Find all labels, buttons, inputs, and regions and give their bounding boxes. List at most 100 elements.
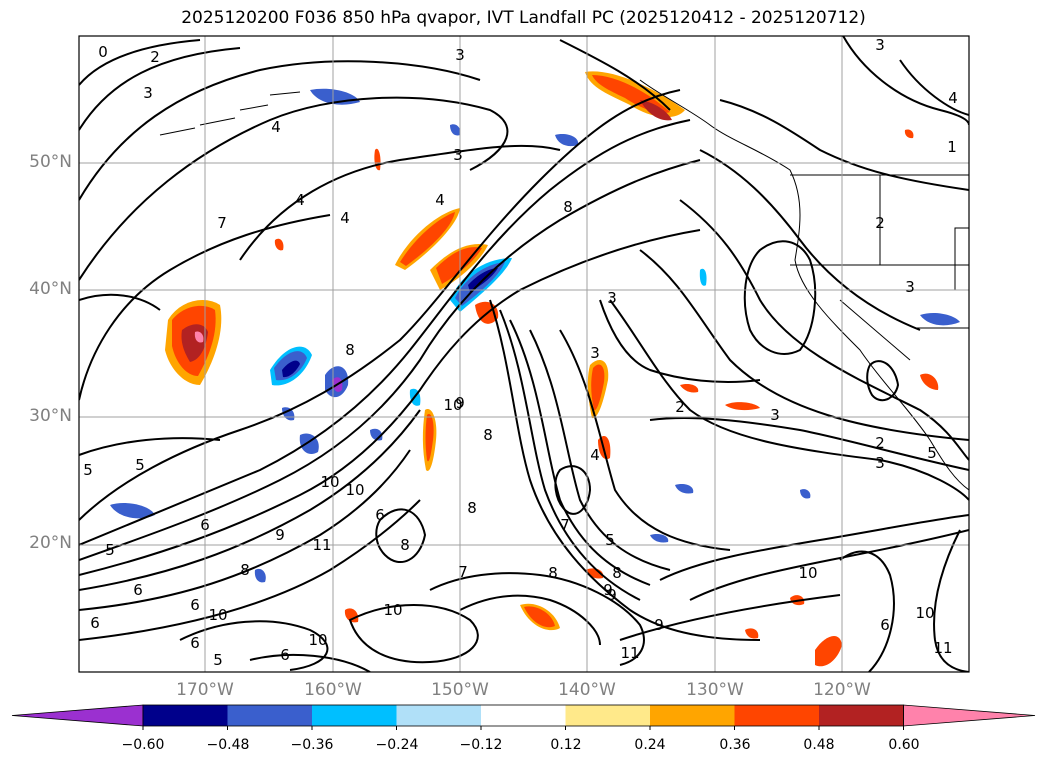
colorbar-extend-high (903, 704, 1036, 727)
contour-label: 7 (217, 214, 227, 232)
contour-label: 3 (143, 84, 153, 102)
contour-label: 4 (590, 446, 600, 464)
contour-label: 6 (190, 596, 200, 614)
colorbar-segment (312, 705, 397, 726)
colorbar-tick-label: −0.12 (459, 737, 503, 753)
contour-label: 9 (603, 581, 613, 599)
colorbar-tick-label: 0.24 (634, 737, 666, 753)
colorbar-tick-label: −0.36 (290, 737, 334, 753)
contour-lines (79, 36, 969, 672)
colorbar-segment (143, 705, 228, 726)
contour-label: 8 (548, 564, 558, 582)
contour-label: 6 (375, 506, 385, 524)
contour-label: 0 (98, 43, 108, 61)
contour-label: 7 (560, 516, 570, 534)
contour-label: 2 (875, 434, 885, 452)
contour-label: 5 (105, 541, 115, 559)
contour-label: 10 (208, 606, 227, 624)
contour-label: 8 (240, 561, 250, 579)
contour-label: 5 (135, 456, 145, 474)
contour-label: 6 (133, 581, 143, 599)
contour-label: 11 (620, 644, 639, 662)
contour-label: 3 (875, 454, 885, 472)
contour-label: 3 (770, 406, 780, 424)
contour-label: 10 (915, 604, 934, 622)
contour-label: 10 (383, 601, 402, 619)
contour-label: 4 (295, 191, 305, 209)
colorbar-tick-label: 0.60 (888, 737, 920, 753)
lon-label-130w: 130°W (686, 680, 744, 700)
lat-label-30n: 30°N (29, 406, 72, 426)
contour-label: 5 (83, 461, 93, 479)
colorbar-tick-label: −0.24 (375, 737, 419, 753)
lon-label-170w: 170°W (176, 680, 234, 700)
contour-label: 3 (875, 36, 885, 54)
colorbar-segment (819, 705, 904, 726)
contour-label: 4 (948, 89, 958, 107)
contour-label: 9 (455, 394, 465, 412)
contour-label: 10 (308, 631, 327, 649)
lat-label-40n: 40°N (29, 279, 72, 299)
plot-frame (78, 35, 970, 673)
colorbar (11, 704, 1036, 730)
contour-label: 10 (320, 473, 339, 491)
map-title: 2025120200 F036 850 hPa qvapor, IVT Land… (181, 8, 866, 28)
contour-label: 6 (90, 614, 100, 632)
contour-label: 11 (312, 536, 331, 554)
contour-label: 3 (453, 146, 463, 164)
colorbar-extend-low (11, 704, 144, 727)
contour-label: 6 (190, 634, 200, 652)
contour-label: 4 (340, 209, 350, 227)
lat-label-50n: 50°N (29, 152, 72, 172)
contour-label: 8 (563, 198, 573, 216)
contour-label: 2 (875, 214, 885, 232)
contour-label: 9 (654, 616, 664, 634)
contour-label: 7 (458, 563, 468, 581)
colorbar-segment (227, 705, 313, 726)
contour-label: 4 (435, 191, 445, 209)
contour-label: 3 (905, 278, 915, 296)
colorbar-segment (396, 705, 482, 726)
lon-label-120w: 120°W (813, 680, 871, 700)
contour-label: 3 (455, 46, 465, 64)
contour-label: 10 (798, 564, 817, 582)
contour-label: 9 (607, 586, 617, 604)
contour-label: 8 (345, 341, 355, 359)
contour-label: 2 (150, 48, 160, 66)
contour-label: 5 (605, 531, 615, 549)
contour-label: 6 (280, 646, 290, 664)
colorbar-frame (142, 704, 904, 727)
contour-label: 2 (675, 398, 685, 416)
contour-label: 3 (590, 344, 600, 362)
contour-label: 8 (483, 426, 493, 444)
contour-label: 11 (933, 639, 952, 657)
colorbar-segment (565, 705, 651, 726)
contour-label: 5 (213, 651, 223, 669)
colorbar-segment (481, 705, 566, 726)
contour-label: 1 (947, 138, 957, 156)
contour-label: 9 (275, 526, 285, 544)
lon-label-150w: 150°W (431, 680, 489, 700)
colorbar-tick-label: −0.48 (206, 737, 250, 753)
graticule (79, 36, 969, 672)
coastlines (159, 79, 969, 491)
contour-label: 10 (443, 396, 462, 414)
contour-label: 4 (271, 118, 281, 136)
lon-label-160w: 160°W (304, 680, 362, 700)
colorbar-tick-label: 0.12 (550, 737, 582, 753)
contour-label: 10 (345, 481, 364, 499)
contour-label: 8 (467, 499, 477, 517)
colorbar-segment (734, 705, 820, 726)
lon-label-140w: 140°W (558, 680, 616, 700)
colorbar-tick-label: 0.48 (803, 737, 835, 753)
colorbar-segment (650, 705, 735, 726)
colorbar-tick-label: 0.36 (719, 737, 751, 753)
contour-label: 6 (200, 516, 210, 534)
contour-label: 5 (927, 444, 937, 462)
colorbar-tick-label: −0.60 (121, 737, 165, 753)
lat-label-20n: 20°N (29, 533, 72, 553)
contour-label: 8 (612, 564, 622, 582)
